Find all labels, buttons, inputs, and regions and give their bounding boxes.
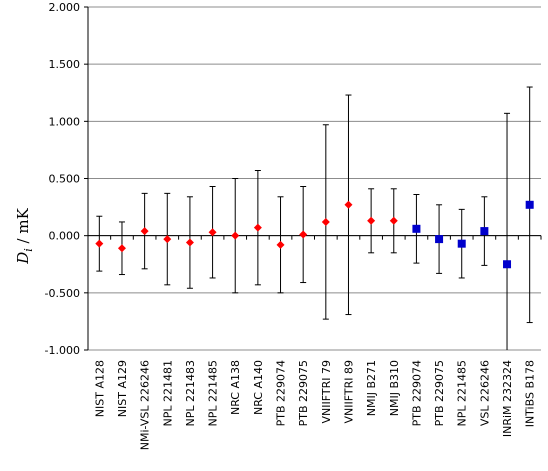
x-category-label: PTB 229074 bbox=[410, 360, 423, 426]
x-category-label: NPL 221481 bbox=[161, 360, 174, 426]
diamond-marker bbox=[163, 235, 172, 244]
diamond-marker bbox=[231, 231, 240, 240]
diamond-marker bbox=[276, 240, 285, 249]
x-category-label: NIST A129 bbox=[116, 360, 129, 417]
x-category-label: NPL 221485 bbox=[207, 360, 220, 426]
diamond-marker bbox=[208, 228, 217, 237]
y-axis-label: Di / mK bbox=[14, 207, 35, 264]
square-marker bbox=[412, 224, 421, 233]
y-tick-label: -1.000 bbox=[45, 344, 80, 357]
diamond-marker bbox=[253, 223, 262, 232]
axes bbox=[84, 6, 542, 351]
x-category-label: NMIJ B271 bbox=[365, 360, 378, 416]
x-category-labels: NIST A128 NIST A129 NMi-VSL 226246 NPL 2214… bbox=[93, 360, 536, 450]
y-label-main: D bbox=[14, 252, 32, 265]
x-category-label: VNIIFTRI 79 bbox=[320, 360, 333, 423]
y-tick-label: 1.000 bbox=[49, 115, 81, 128]
x-category-label: NRC A140 bbox=[252, 360, 265, 415]
y-tick-label: 2.000 bbox=[49, 1, 81, 14]
y-tick-label: 0.500 bbox=[49, 173, 81, 186]
x-category-label: PTB 229075 bbox=[297, 360, 310, 426]
diamond-marker bbox=[140, 227, 149, 236]
diamond-marker bbox=[185, 238, 194, 247]
y-tick-label: 0.000 bbox=[49, 230, 81, 243]
square-marker bbox=[457, 239, 466, 248]
diamond-marker bbox=[321, 217, 330, 226]
data-markers bbox=[95, 200, 534, 269]
error-bars bbox=[96, 86, 533, 350]
y-label-sub: i bbox=[22, 248, 35, 252]
diamond-marker bbox=[389, 216, 398, 225]
diamond-marker bbox=[117, 244, 126, 253]
diamond-marker bbox=[344, 200, 353, 209]
y-tick-label: 1.500 bbox=[49, 58, 81, 71]
x-category-label: NPL 221485 bbox=[456, 360, 469, 426]
diamond-marker bbox=[367, 216, 376, 225]
square-marker bbox=[480, 227, 489, 236]
grid-lines bbox=[88, 6, 541, 351]
x-category-label: VSL 226246 bbox=[478, 360, 491, 426]
x-category-label: NPL 221483 bbox=[184, 360, 197, 426]
diamond-marker bbox=[95, 239, 104, 248]
square-marker bbox=[435, 235, 444, 244]
x-category-label: NMi-VSL 226246 bbox=[139, 360, 152, 450]
x-category-label: PTB 229075 bbox=[433, 360, 446, 426]
x-category-label: NMIJ B310 bbox=[388, 360, 401, 416]
x-category-label: VNIIFTRI 89 bbox=[342, 360, 355, 423]
x-category-label: PTB 229074 bbox=[275, 360, 288, 426]
x-category-label: NIST A128 bbox=[93, 360, 106, 417]
y-label-unit: / mK bbox=[14, 207, 32, 248]
x-category-label: INTiBS B178 bbox=[524, 360, 537, 427]
square-marker bbox=[503, 260, 512, 269]
x-category-label: INRiM 232324 bbox=[501, 360, 514, 437]
diamond-marker bbox=[299, 230, 308, 239]
y-tick-label: -0.500 bbox=[45, 287, 80, 300]
y-tick-labels: -1.000 -0.500 0.000 0.500 1.000 1.500 2.000 bbox=[45, 1, 80, 357]
square-marker bbox=[525, 200, 534, 209]
x-category-label: NRC A138 bbox=[229, 360, 242, 415]
